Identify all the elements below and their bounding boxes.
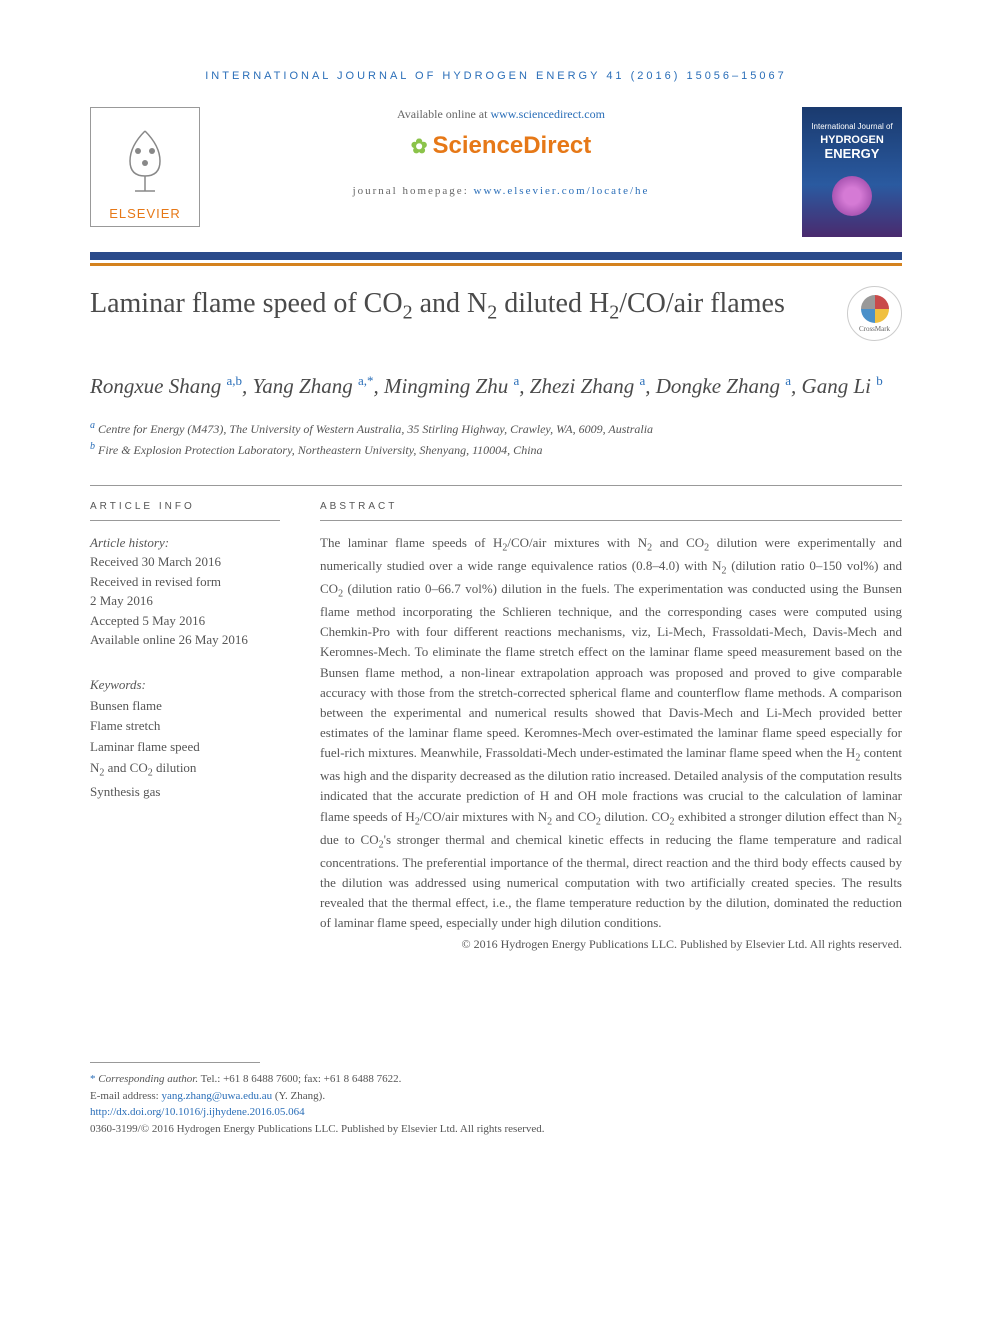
tel-fax-text: Tel.: +61 8 6488 7600; fax: +61 8 6488 7… bbox=[198, 1073, 401, 1085]
crossmark-icon bbox=[861, 295, 889, 323]
doi-link[interactable]: http://dx.doi.org/10.1016/j.ijhydene.201… bbox=[90, 1106, 305, 1118]
abstract-heading: ABSTRACT bbox=[320, 501, 902, 521]
keyword-item: N2 and CO2 dilution bbox=[90, 758, 280, 782]
header-row: ELSEVIER Available online at www.science… bbox=[90, 107, 902, 237]
journal-citation-header: INTERNATIONAL JOURNAL OF HYDROGEN ENERGY… bbox=[90, 70, 902, 82]
journal-cover-thumbnail[interactable]: International Journal of HYDROGEN ENERGY bbox=[802, 107, 902, 237]
abstract-column: ABSTRACT The laminar flame speeds of H2/… bbox=[320, 501, 902, 952]
keywords-label: Keywords: bbox=[90, 675, 280, 696]
crossmark-badge[interactable]: CrossMark bbox=[847, 286, 902, 341]
corresp-star-icon: * bbox=[90, 1073, 98, 1085]
sciencedirect-link[interactable]: www.sciencedirect.com bbox=[490, 107, 605, 121]
keyword-item: Synthesis gas bbox=[90, 782, 280, 803]
section-divider bbox=[90, 485, 902, 486]
email-link[interactable]: yang.zhang@uwa.edu.au bbox=[161, 1090, 272, 1102]
email-line: E-mail address: yang.zhang@uwa.edu.au (Y… bbox=[90, 1088, 902, 1105]
title-row: Laminar flame speed of CO2 and N2 dilute… bbox=[90, 286, 902, 341]
keyword-item: Bunsen flame bbox=[90, 696, 280, 717]
affiliations: a Centre for Energy (M473), The Universi… bbox=[90, 418, 902, 460]
article-info-column: ARTICLE INFO Article history: Received 3… bbox=[90, 501, 280, 952]
email-label: E-mail address: bbox=[90, 1090, 161, 1102]
keywords-block: Keywords: Bunsen flame Flame stretch Lam… bbox=[90, 675, 280, 803]
elsevier-tree-icon bbox=[110, 121, 180, 201]
cover-line3: ENERGY bbox=[825, 146, 880, 161]
divider-orange-bar bbox=[90, 263, 902, 266]
corresp-label: Corresponding author. bbox=[98, 1073, 198, 1085]
authors-list: Rongxue Shang a,b, Yang Zhang a,*, Mingm… bbox=[90, 371, 902, 403]
abstract-text: The laminar flame speeds of H2/CO/air mi… bbox=[320, 533, 902, 933]
cover-line1: International Journal of bbox=[811, 122, 892, 131]
available-prefix: Available online at bbox=[397, 107, 490, 121]
sd-brand-text: ScienceDirect bbox=[433, 132, 592, 159]
article-title: Laminar flame speed of CO2 and N2 dilute… bbox=[90, 286, 817, 326]
history-item: Available online 26 May 2016 bbox=[90, 630, 280, 650]
affiliation-b: b Fire & Explosion Protection Laboratory… bbox=[90, 439, 902, 460]
content-columns: ARTICLE INFO Article history: Received 3… bbox=[90, 501, 902, 952]
history-item: Accepted 5 May 2016 bbox=[90, 611, 280, 631]
header-center: Available online at www.sciencedirect.co… bbox=[200, 107, 802, 197]
journal-homepage-link[interactable]: www.elsevier.com/locate/he bbox=[474, 185, 650, 197]
sd-leaf-icon: ✿ bbox=[411, 136, 428, 158]
corresponding-author-line: * Corresponding author. Tel.: +61 8 6488… bbox=[90, 1071, 902, 1088]
affil-text-a: Centre for Energy (M473), The University… bbox=[95, 422, 653, 436]
affiliation-a: a Centre for Energy (M473), The Universi… bbox=[90, 418, 902, 439]
footer-block: * Corresponding author. Tel.: +61 8 6488… bbox=[90, 1071, 902, 1137]
article-info-heading: ARTICLE INFO bbox=[90, 501, 280, 521]
keyword-item: Laminar flame speed bbox=[90, 737, 280, 758]
journal-homepage-text: journal homepage: www.elsevier.com/locat… bbox=[220, 185, 782, 197]
available-online-text: Available online at www.sciencedirect.co… bbox=[220, 107, 782, 122]
email-suffix: (Y. Zhang). bbox=[272, 1090, 325, 1102]
history-label: Article history: bbox=[90, 533, 280, 553]
issn-copyright-line: 0360-3199/© 2016 Hydrogen Energy Publica… bbox=[90, 1121, 902, 1138]
cover-graphic-icon bbox=[832, 176, 872, 216]
keyword-item: Flame stretch bbox=[90, 716, 280, 737]
doi-line: http://dx.doi.org/10.1016/j.ijhydene.201… bbox=[90, 1104, 902, 1121]
sciencedirect-logo[interactable]: ✿ScienceDirect bbox=[220, 132, 782, 160]
affil-text-b: Fire & Explosion Protection Laboratory, … bbox=[95, 443, 543, 457]
crossmark-label: CrossMark bbox=[859, 325, 890, 333]
elsevier-label: ELSEVIER bbox=[109, 206, 181, 221]
history-item: Received in revised form bbox=[90, 572, 280, 592]
article-history-block: Article history: Received 30 March 2016 … bbox=[90, 533, 280, 650]
copyright-line: © 2016 Hydrogen Energy Publications LLC.… bbox=[320, 937, 902, 952]
homepage-prefix: journal homepage: bbox=[353, 185, 474, 197]
divider-blue-bar bbox=[90, 252, 902, 260]
cover-line2: HYDROGEN bbox=[820, 134, 884, 146]
history-item: 2 May 2016 bbox=[90, 591, 280, 611]
history-item: Received 30 March 2016 bbox=[90, 552, 280, 572]
elsevier-logo[interactable]: ELSEVIER bbox=[90, 107, 200, 227]
footer-divider bbox=[90, 1062, 260, 1063]
